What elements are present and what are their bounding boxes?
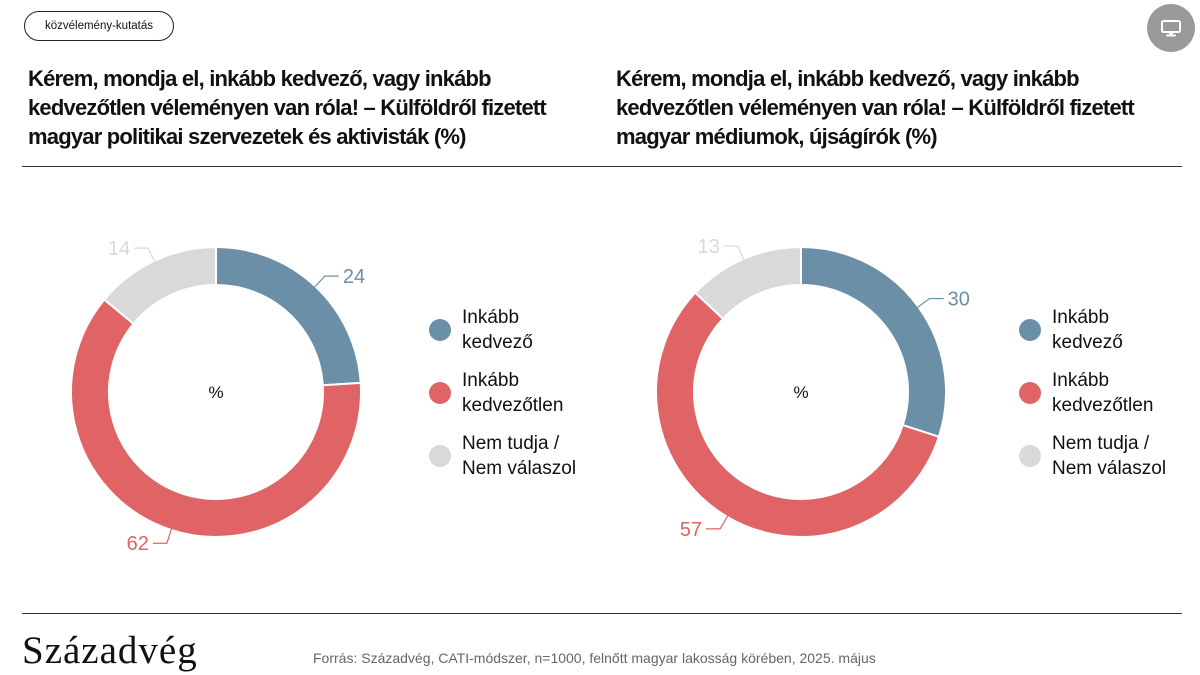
legend-swatch-unfavorable [1019,382,1041,404]
legend-swatch-dont-know [429,445,451,467]
legend-left: Inkább kedvező Inkább kedvezőtlen Nem tu… [429,305,602,494]
leader-line-unfavorable-left [152,527,173,544]
legend-label: Inkább kedvező [462,307,533,353]
device-view-button[interactable] [1147,4,1195,52]
data-label-dont-know-left: 14 [108,238,130,260]
leader-line-unfavorable-right [706,514,729,530]
data-label-favorable-right: 30 [948,289,970,311]
legend-label: Nem tudja / Nem válaszol [462,433,577,479]
legend-item-favorable: Inkább kedvező [429,305,602,355]
monitor-icon [1161,20,1181,37]
donut-slice-favorable-right [800,245,947,439]
legend-item-unfavorable: Inkább kedvezőtlen [1019,368,1192,418]
divider-bottom [22,613,1182,615]
legend-label: Inkább kedvező [1052,307,1123,353]
chart-title-right: Kérem, mondja el, inkább kedvező, vagy i… [616,66,1135,149]
donut-slice-favorable-left [215,245,362,387]
legend-right: Inkább kedvező Inkább kedvezőtlen Nem tu… [1019,305,1192,494]
legend-item-favorable: Inkább kedvező [1019,305,1192,355]
donut-slice-unfavorable-left [70,298,362,538]
legend-item-dont-know: Nem tudja / Nem válaszol [429,431,602,481]
chart-title-left: Kérem, mondja el, inkább kedvező, vagy i… [28,66,547,149]
donut-slice-unfavorable-right [655,291,941,538]
legend-swatch-dont-know [1019,445,1041,467]
data-label-dont-know-right: 13 [698,236,720,258]
data-label-unfavorable-left: 62 [127,533,149,555]
center-label-right: % [793,383,808,402]
legend-label: Nem tudja / Nem válaszol [1052,433,1167,479]
publisher-logo: Századvég [22,629,198,672]
source-note: Forrás: Századvég, CATI-módszer, n=1000,… [313,650,876,666]
legend-swatch-favorable [1019,319,1041,341]
center-label-left: % [208,383,223,402]
legend-swatch-favorable [429,319,451,341]
category-tag[interactable]: közvélemény-kutatás [24,11,174,41]
leader-line-dont-know-left [134,247,156,263]
donut-slice-dont-know-right [693,245,802,321]
legend-item-unfavorable: Inkább kedvezőtlen [429,368,602,418]
leader-line-favorable-left [313,275,339,289]
legend-label: Inkább kedvezőtlen [1052,370,1154,416]
leader-line-favorable-right [916,297,944,309]
legend-label: Inkább kedvezőtlen [462,370,564,416]
legend-swatch-unfavorable [429,382,451,404]
legend-item-dont-know: Nem tudja / Nem válaszol [1019,431,1192,481]
data-label-unfavorable-right: 57 [680,519,702,541]
divider-top [22,166,1182,168]
data-label-favorable-left: 24 [343,266,365,288]
leader-line-dont-know-right [723,245,745,261]
donut-slice-dont-know-left [102,245,217,326]
